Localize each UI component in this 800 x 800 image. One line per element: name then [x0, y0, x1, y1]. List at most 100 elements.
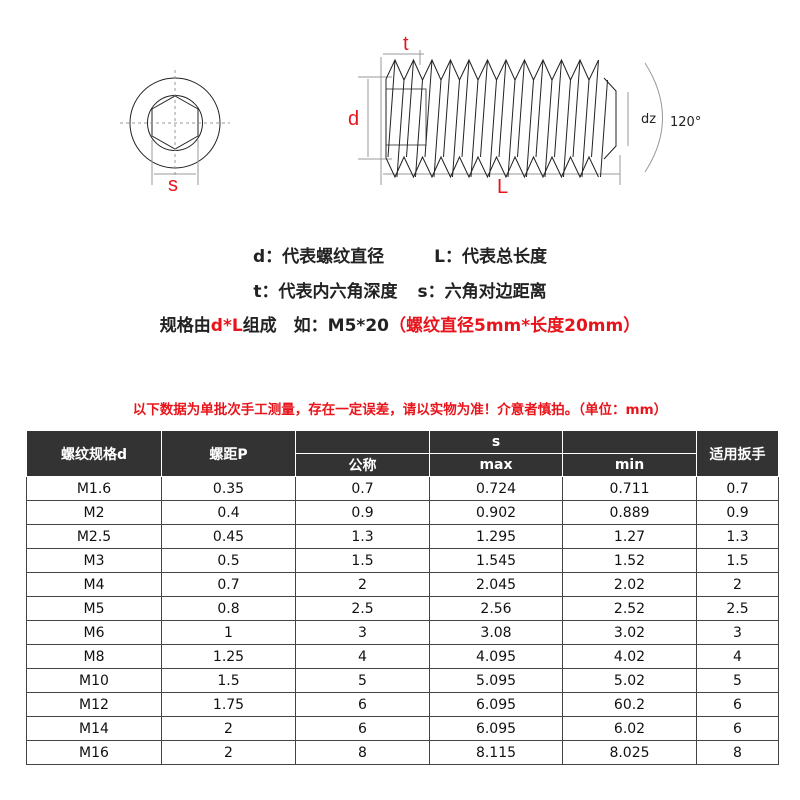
- legend-line-2: t：代表内六角深度 s：六角对边距离: [0, 277, 800, 302]
- cell-spec: M4: [26, 572, 162, 597]
- cell-spec: M12: [26, 692, 162, 717]
- thread-line: [498, 59, 507, 158]
- thread-line: [387, 59, 396, 158]
- table-row: M1.6 0.35 0.7 0.724 0.711 0.7: [26, 476, 779, 501]
- table-row: M12 1.75 6 6.095 60.2 6: [26, 692, 779, 717]
- cell-pitch: 1.5: [161, 668, 296, 693]
- cell-spec: M14: [26, 716, 162, 741]
- cell-nominal: 3: [295, 620, 430, 645]
- cell-spec: M5: [26, 596, 162, 621]
- cell-spec: M10: [26, 668, 162, 693]
- cell-spec: M6: [26, 620, 162, 645]
- thread-line: [507, 79, 516, 178]
- legend-d: d：代表螺纹直径: [252, 247, 385, 267]
- table-row: M2 0.4 0.9 0.902 0.889 0.9: [26, 500, 779, 525]
- cell-wrench: 5: [696, 668, 779, 693]
- cell-max: 4.095: [429, 644, 563, 669]
- cell-pitch: 0.5: [161, 548, 296, 573]
- header-blank: [295, 430, 430, 454]
- cell-pitch: 1.25: [161, 644, 296, 669]
- legend-prefix: 规格由: [159, 316, 211, 336]
- cell-min: 1.52: [562, 548, 697, 573]
- table-row: M8 1.25 4 4.095 4.02 4: [26, 644, 779, 669]
- label-d: d: [348, 108, 360, 130]
- thread-line: [406, 59, 414, 158]
- thread-line: [489, 79, 497, 178]
- thread-line: [572, 59, 581, 158]
- cell-min: 0.711: [562, 476, 697, 501]
- cell-max: 6.095: [429, 716, 563, 741]
- thread-line: [544, 79, 553, 178]
- thread-line: [396, 79, 405, 178]
- cell-nominal: 1.3: [295, 524, 430, 549]
- thread-line: [600, 79, 608, 178]
- table-row: M10 1.5 5 5.095 5.02 5: [26, 668, 779, 693]
- cell-spec: M2: [26, 500, 162, 525]
- cell-nominal: 1.5: [295, 548, 430, 573]
- spec-table: 螺纹规格d 螺距P s 适用扳手 公称 max min M1.6 0.35 0.7 0…: [26, 430, 779, 765]
- header-blank-2: [562, 430, 697, 454]
- cell-max: 1.295: [429, 524, 563, 549]
- cell-nominal: 6: [295, 692, 430, 717]
- cell-min: 6.02: [562, 716, 697, 741]
- cell-min: 2.52: [562, 596, 697, 621]
- thread-line: [581, 79, 590, 178]
- legend-s: s：六角对边距离: [417, 282, 547, 302]
- header-min: min: [562, 453, 697, 477]
- cell-pitch: 0.7: [161, 572, 296, 597]
- cell-wrench: 8: [696, 740, 779, 765]
- cell-wrench: 2: [696, 572, 779, 597]
- cell-nominal: 2: [295, 572, 430, 597]
- cell-wrench: 6: [696, 716, 779, 741]
- cell-pitch: 0.45: [161, 524, 296, 549]
- header-wrench: 适用扳手: [696, 430, 779, 477]
- cell-min: 2.02: [562, 572, 697, 597]
- cell-min: 3.02: [562, 620, 697, 645]
- cell-pitch: 0.4: [161, 500, 296, 525]
- cell-pitch: 2: [161, 740, 296, 765]
- cell-min: 1.27: [562, 524, 697, 549]
- cell-wrench: 1.5: [696, 548, 779, 573]
- cell-nominal: 4: [295, 644, 430, 669]
- cell-min: 60.2: [562, 692, 697, 717]
- cell-max: 2.045: [429, 572, 563, 597]
- header-s: s: [429, 430, 563, 454]
- cell-wrench: 0.9: [696, 500, 779, 525]
- thread-line: [554, 59, 562, 158]
- table-row: M4 0.7 2 2.045 2.02 2: [26, 572, 779, 597]
- table-row: M14 2 6 6.095 6.02 6: [26, 716, 779, 741]
- thread-line: [470, 79, 479, 178]
- thread-line: [591, 59, 599, 158]
- cell-nominal: 5: [295, 668, 430, 693]
- cell-pitch: 0.35: [161, 476, 296, 501]
- cell-nominal: 6: [295, 716, 430, 741]
- cell-nominal: 2.5: [295, 596, 430, 621]
- cell-wrench: 0.7: [696, 476, 779, 501]
- header-pitch: 螺距P: [161, 430, 296, 477]
- cell-spec: M1.6: [26, 476, 162, 501]
- cell-min: 5.02: [562, 668, 697, 693]
- thread-line: [433, 79, 442, 178]
- header-max: max: [429, 453, 563, 477]
- side-view: [358, 50, 663, 185]
- cell-pitch: 0.8: [161, 596, 296, 621]
- thread-line: [461, 59, 470, 158]
- thread-line: [415, 79, 423, 178]
- thread-line: [452, 79, 460, 178]
- cell-nominal: 0.7: [295, 476, 430, 501]
- label-s: s: [168, 174, 178, 196]
- legend-example: 组成 如：M5*20: [242, 316, 389, 336]
- thread-line: [480, 59, 488, 158]
- cell-max: 3.08: [429, 620, 563, 645]
- table-row: M2.5 0.45 1.3 1.295 1.27 1.3: [26, 524, 779, 549]
- cell-max: 1.545: [429, 548, 563, 573]
- thread-line: [517, 59, 525, 158]
- cell-max: 0.902: [429, 500, 563, 525]
- cell-spec: M2.5: [26, 524, 162, 549]
- legend-line-3: 规格由d*L组成 如：M5*20（螺纹直径5mm*长度20mm）: [0, 311, 800, 336]
- set-screw-diagram: [120, 50, 663, 185]
- legend-format: d*L: [210, 316, 243, 336]
- cell-max: 8.115: [429, 740, 563, 765]
- thread-line: [443, 59, 451, 158]
